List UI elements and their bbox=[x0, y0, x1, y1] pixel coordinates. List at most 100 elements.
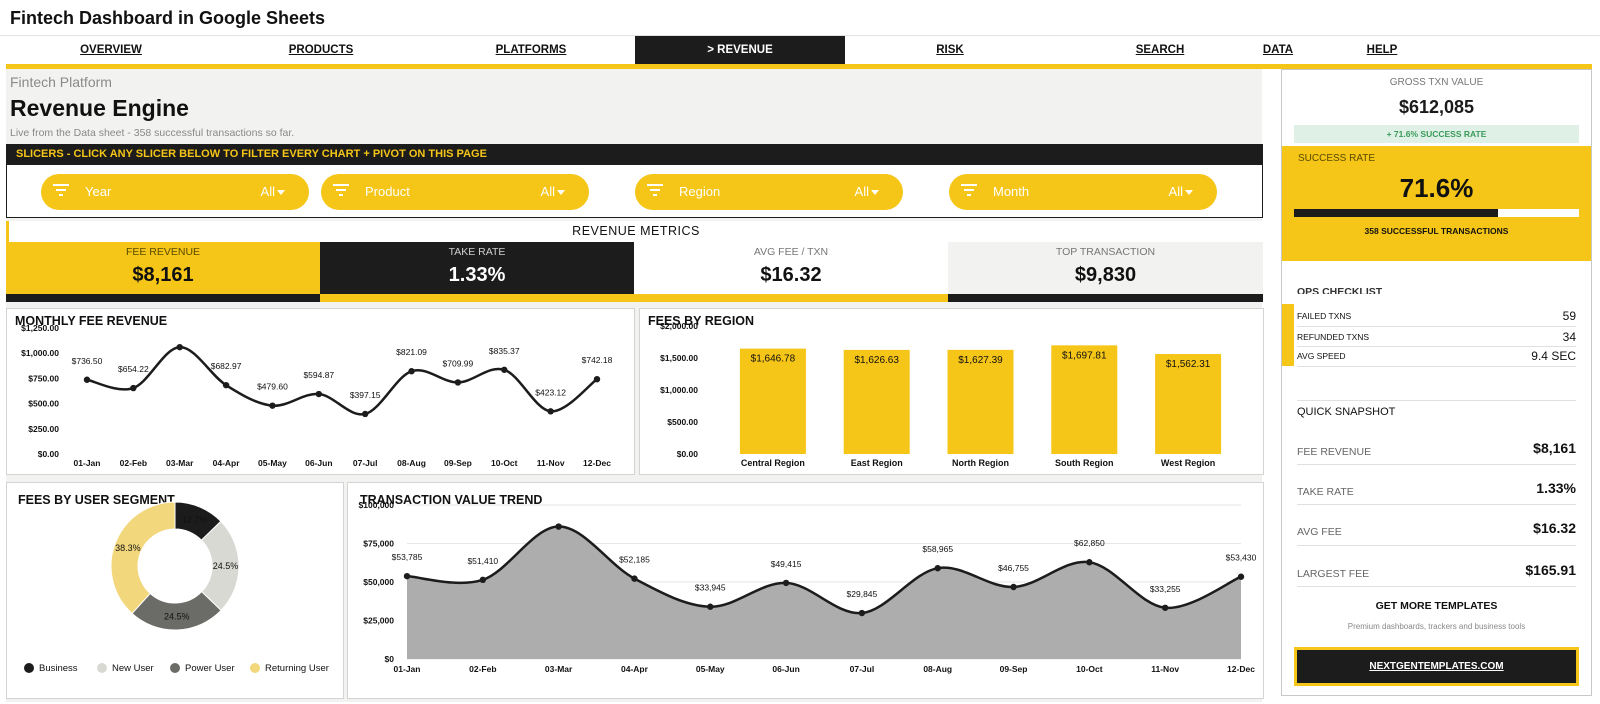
panel-title: TRANSACTION VALUE TREND bbox=[360, 493, 543, 507]
y-tick-label: $1,500.00 bbox=[660, 353, 698, 363]
slicer-region[interactable]: Region All bbox=[635, 174, 903, 210]
filter-icon bbox=[333, 184, 349, 198]
tab-search[interactable]: SEARCH bbox=[1135, 44, 1185, 56]
slicer-value: All bbox=[260, 184, 275, 199]
x-tick-label: East Region bbox=[851, 458, 903, 468]
kpi-take-rate: TAKE RATE 1.33% bbox=[320, 242, 634, 302]
y-tick-label: $75,000 bbox=[363, 539, 394, 549]
x-tick-label: 01-Jan bbox=[394, 664, 421, 674]
slicer-banner: SLICERS - CLICK ANY SLICER BELOW TO FILT… bbox=[6, 144, 1263, 165]
data-label: $46,755 bbox=[998, 563, 1029, 573]
legend-swatch bbox=[24, 663, 34, 673]
bar bbox=[843, 349, 910, 454]
y-tick-label: $50,000 bbox=[363, 577, 394, 587]
x-tick-label: 06-Jun bbox=[305, 458, 332, 468]
fees-by-segment-panel: FEES BY USER SEGMENT 12.7% 24.5% 24.5% 38.3… bbox=[6, 482, 344, 699]
data-label: $742.18 bbox=[582, 355, 613, 365]
x-tick-label: 02-Feb bbox=[469, 664, 496, 674]
txn-trend-chart: $0 $25,000 $50,000 $75,000 $100,000 $53,785 01… bbox=[359, 500, 1257, 674]
fees-by-region-panel: FEES BY REGION $0.00 $500.00 $1,000.00 $1,5… bbox=[639, 308, 1264, 475]
data-point bbox=[858, 609, 866, 617]
kpi-underline bbox=[948, 294, 1263, 302]
ops-value: 9.4 SEC bbox=[1531, 349, 1576, 363]
data-point bbox=[403, 572, 411, 580]
data-label: $53,430 bbox=[1226, 553, 1257, 563]
x-tick-label: 03-Mar bbox=[166, 458, 194, 468]
kpi-underline bbox=[634, 294, 948, 302]
success-caption: 358 SUCCESSFUL TRANSACTIONS bbox=[1364, 226, 1509, 236]
x-tick-label: 06-Jun bbox=[772, 664, 799, 674]
divider bbox=[1297, 586, 1576, 587]
y-tick-label: $25,000 bbox=[363, 616, 394, 626]
y-tick-label: $2,000.00 bbox=[660, 321, 698, 331]
snapshot-label: FEE REVENUE bbox=[1297, 446, 1372, 458]
x-tick-label: 01-Jan bbox=[74, 458, 101, 468]
tab-risk[interactable]: RISK bbox=[936, 44, 964, 56]
divider bbox=[1297, 326, 1576, 327]
kpi-value: $8,161 bbox=[132, 264, 194, 286]
ops-title: OPS CHECKLIST bbox=[1297, 286, 1383, 294]
x-tick-label: 07-Jul bbox=[353, 458, 378, 468]
x-tick-label: 08-Aug bbox=[923, 664, 952, 674]
data-point bbox=[934, 564, 941, 572]
snapshot-label: LARGEST FEE bbox=[1297, 568, 1370, 580]
monthly-fee-panel: MONTHLY FEE REVENUE $0.00 $250.00 $500.00 $… bbox=[6, 308, 635, 475]
slicer-month[interactable]: Month All bbox=[949, 174, 1217, 210]
data-point bbox=[631, 575, 638, 582]
data-label: $52,185 bbox=[619, 555, 650, 565]
x-tick-label: 04-Apr bbox=[621, 664, 649, 674]
series-line bbox=[406, 525, 1242, 615]
nav-accent-rule bbox=[6, 64, 1592, 69]
slice-label: 38.3% bbox=[115, 543, 141, 553]
data-label: $821.09 bbox=[396, 347, 427, 357]
snapshot-value: $8,161 bbox=[1533, 440, 1576, 456]
data-point bbox=[176, 343, 183, 351]
gross-label: GROSS TXN VALUE bbox=[1389, 77, 1484, 88]
tab-data[interactable]: DATA bbox=[1262, 44, 1294, 56]
slicer-product[interactable]: Product All bbox=[321, 174, 589, 210]
tab-revenue[interactable]: > REVENUE bbox=[635, 36, 845, 64]
tab-products[interactable]: PRODUCTS bbox=[288, 44, 354, 56]
panel-title: FEES BY USER SEGMENT bbox=[18, 493, 175, 507]
slicer-year[interactable]: Year All bbox=[41, 174, 309, 210]
data-label: $654.22 bbox=[118, 364, 149, 374]
tab-overview[interactable]: OVERVIEW bbox=[80, 44, 142, 56]
tab-help[interactable]: HELP bbox=[1366, 44, 1398, 56]
data-label: $1,626.63 bbox=[854, 355, 899, 366]
y-tick-label: $100,000 bbox=[359, 500, 395, 510]
promo-title: GET MORE TEMPLATES bbox=[1375, 600, 1498, 612]
x-tick-label: 10-Oct bbox=[1076, 664, 1103, 674]
data-point bbox=[1161, 604, 1169, 611]
y-tick-label: $750.00 bbox=[28, 373, 59, 383]
data-point bbox=[593, 375, 601, 383]
y-tick-label: $0.00 bbox=[38, 449, 60, 459]
data-point bbox=[408, 368, 415, 375]
slicer-label: Product bbox=[365, 184, 410, 199]
kpi-value: $9,830 bbox=[1074, 264, 1137, 286]
slicer-label: Region bbox=[679, 184, 721, 199]
kpi-label: FEE REVENUE bbox=[125, 246, 201, 258]
kpi-underline bbox=[6, 294, 320, 302]
y-tick-label: $0.00 bbox=[677, 449, 699, 459]
fees-by-region-chart: $0.00 $500.00 $1,000.00 $1,500.00 $2,000.00 $… bbox=[660, 321, 1222, 468]
data-point bbox=[361, 410, 369, 418]
x-tick-label: 08-Aug bbox=[397, 458, 426, 468]
filter-icon bbox=[53, 184, 69, 198]
page-subtitle: Live from the Data sheet - 358 successfu… bbox=[10, 127, 295, 139]
panel-title: FEES BY REGION bbox=[648, 314, 755, 328]
bar bbox=[1051, 345, 1118, 454]
data-point bbox=[1010, 583, 1017, 591]
data-label: $62,850 bbox=[1074, 538, 1105, 548]
divider bbox=[1297, 464, 1576, 465]
data-label: $397.15 bbox=[350, 390, 381, 400]
promo-subtitle: Premium dashboards, trackers and busines… bbox=[1347, 622, 1526, 631]
kpi-top-transaction: TOP TRANSACTION $9,830 bbox=[948, 242, 1263, 302]
slicer-value: All bbox=[540, 184, 555, 199]
promo-link[interactable]: NEXTGENTEMPLATES.COM bbox=[1294, 647, 1579, 686]
tab-platforms[interactable]: PLATFORMS bbox=[495, 44, 567, 56]
data-label: $1,646.78 bbox=[751, 354, 796, 365]
data-point bbox=[1086, 559, 1093, 566]
slicer-value: All bbox=[854, 184, 869, 199]
panel-title: MONTHLY FEE REVENUE bbox=[15, 314, 168, 328]
kpi-value: 1.33% bbox=[448, 264, 506, 286]
